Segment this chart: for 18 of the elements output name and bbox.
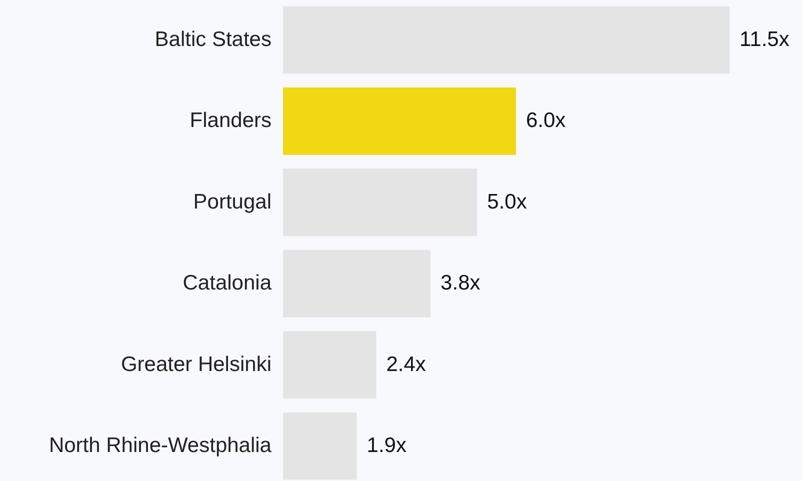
data-label: 2.4x	[386, 352, 426, 376]
bar	[283, 412, 357, 480]
y-tick-label: Flanders	[190, 109, 272, 132]
bar	[283, 87, 516, 155]
y-tick-label: Greater Helsinki	[120, 352, 272, 376]
data-label: 1.9x	[366, 434, 407, 458]
data-label: 3.8x	[440, 272, 481, 295]
data-label: 11.5x	[740, 28, 790, 51]
bar	[283, 250, 431, 318]
bar	[283, 168, 478, 236]
y-tick-label: Baltic States	[154, 28, 272, 51]
y-tick-label: North Rhine-Westphalia	[48, 434, 272, 458]
data-label: 6.0x	[526, 109, 566, 132]
y-tick-label: Catalonia	[182, 272, 272, 295]
bar	[283, 331, 376, 399]
data-label: 5.0x	[487, 190, 528, 214]
bar	[283, 6, 730, 74]
y-tick-label: Portugal	[193, 190, 272, 214]
